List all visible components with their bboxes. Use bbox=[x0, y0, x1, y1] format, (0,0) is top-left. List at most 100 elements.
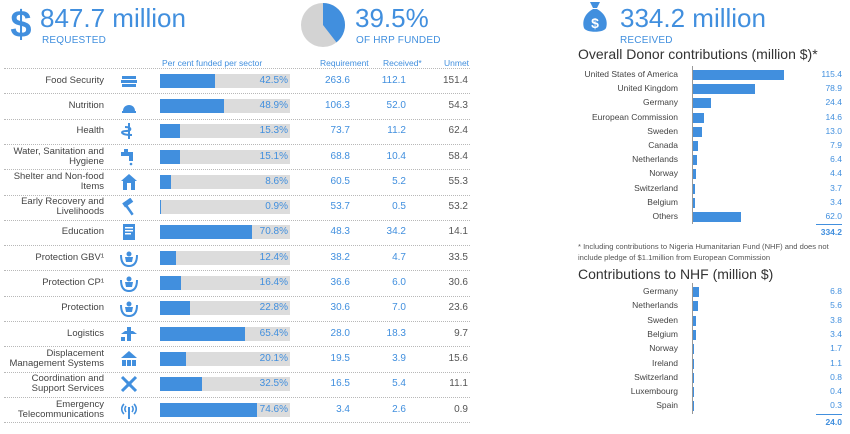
requested-value: 847.7 million bbox=[40, 3, 186, 33]
table-divider bbox=[4, 396, 470, 398]
table-divider bbox=[4, 143, 470, 145]
pct-bar-track bbox=[160, 225, 290, 240]
table-row: Protection GBV¹ 12.4% 38.2 4.7 33.5 bbox=[0, 245, 475, 270]
unmet-value: 33.5 bbox=[448, 251, 468, 263]
donor-value: 14.6 bbox=[825, 111, 842, 122]
received-value: 334.2 million bbox=[620, 3, 766, 33]
sector-label: Early Recovery and Livelihoods bbox=[0, 197, 104, 217]
dollar-icon: $ bbox=[8, 4, 34, 44]
header-requirement: Requirement bbox=[320, 58, 369, 68]
pct-bar-track bbox=[160, 250, 290, 265]
donor-label: Germany bbox=[643, 286, 678, 296]
pct-bar-track bbox=[160, 326, 290, 341]
pct-bar-track bbox=[160, 351, 290, 366]
requirement-value: 263.6 bbox=[324, 74, 350, 86]
unmet-value: 54.3 bbox=[448, 99, 468, 111]
donor-bar bbox=[692, 84, 755, 95]
nhf-chart-title: Contributions to NHF (million $) bbox=[578, 266, 774, 282]
shelter-icon bbox=[120, 173, 138, 191]
pct-bar-track bbox=[160, 98, 290, 113]
donor-value: 62.0 bbox=[825, 211, 842, 221]
donor-label: Canada bbox=[648, 140, 678, 150]
table-divider bbox=[4, 321, 470, 322]
unmet-value: 23.6 bbox=[448, 302, 468, 314]
pct-label: 16.4% bbox=[259, 277, 288, 289]
unmet-value: 30.6 bbox=[448, 277, 468, 289]
donor-label: Spain bbox=[656, 400, 678, 411]
pct-label: 0.9% bbox=[265, 201, 288, 213]
received-label: RECEIVED bbox=[620, 35, 673, 46]
unmet-value: 11.1 bbox=[449, 378, 468, 390]
sector-label: Protection CP¹ bbox=[0, 273, 104, 293]
requirement-value: 48.3 bbox=[330, 226, 350, 238]
donor-label: Norway bbox=[649, 168, 678, 179]
table-row: Education 70.8% 48.3 34.2 14.1 bbox=[0, 220, 475, 245]
requirement-value: 68.8 bbox=[330, 150, 350, 162]
camp-icon bbox=[120, 350, 138, 368]
table-row: Food Security 42.5% 263.6 112.1 151.4 bbox=[0, 68, 475, 93]
donor-label: Sweden bbox=[647, 314, 678, 325]
donor-label: European Commission bbox=[592, 111, 678, 122]
donor-value: 13.0 bbox=[825, 125, 842, 136]
unmet-value: 14.1 bbox=[448, 226, 468, 238]
donor-bar bbox=[692, 126, 703, 137]
table-divider bbox=[4, 194, 470, 196]
sector-label: Logistics bbox=[0, 324, 104, 344]
unmet-value: 58.4 bbox=[448, 150, 468, 162]
pct-label: 48.9% bbox=[259, 99, 288, 111]
pct-bar-fill bbox=[160, 124, 180, 139]
table-divider bbox=[4, 346, 470, 348]
pct-bar-fill bbox=[160, 250, 177, 265]
pct-bar-fill bbox=[160, 225, 253, 240]
donor-bar bbox=[692, 212, 742, 222]
table-row: Protection CP¹ 16.4% 36.6 6.0 30.6 bbox=[0, 270, 475, 295]
pct-label: 15.3% bbox=[259, 125, 288, 137]
received-value: 7.0 bbox=[392, 302, 406, 314]
donor-value: 0.4 bbox=[830, 386, 842, 397]
sector-label: Water, Sanitation and Hygiene bbox=[0, 146, 104, 167]
total-value: 334.2 bbox=[820, 227, 842, 238]
sector-label-text: Nutrition bbox=[68, 99, 104, 111]
donor-chart-title: Overall Donor contributions (million $)* bbox=[578, 46, 818, 62]
pct-label: 70.8% bbox=[259, 226, 288, 238]
sector-label: Coordination and Support Services bbox=[0, 374, 104, 394]
funded-value: 39.5% bbox=[355, 3, 429, 33]
sector-label-text: Protection GBV¹ bbox=[35, 251, 104, 263]
donor-label: Belgium bbox=[647, 196, 678, 207]
pct-bar-track bbox=[160, 301, 290, 316]
donor-footnote: * Including contributions to Nigeria Hum… bbox=[578, 242, 829, 262]
pct-bar-track bbox=[160, 149, 290, 164]
total-rule bbox=[816, 224, 842, 226]
donor-bar bbox=[692, 301, 698, 312]
table-divider bbox=[4, 295, 470, 297]
donor-value: 3.8 bbox=[830, 314, 842, 325]
header-pct-funded: Per cent funded per sector bbox=[162, 58, 263, 68]
pct-label: 8.6% bbox=[265, 175, 288, 187]
food-security-icon bbox=[120, 72, 138, 90]
pct-bar-track bbox=[160, 124, 290, 139]
donor-bar bbox=[692, 98, 712, 109]
table-row: Displacement Management Systems 20.1% 19.5… bbox=[0, 346, 475, 371]
table-divider bbox=[4, 245, 470, 247]
unmet-value: 15.6 bbox=[448, 352, 468, 364]
received-value: 112.1 bbox=[381, 74, 406, 86]
sector-label-text: Shelter and Non-food Items bbox=[13, 170, 104, 192]
table-row: Nutrition 48.9% 106.3 52.0 54.3 bbox=[0, 93, 475, 118]
table-divider bbox=[4, 422, 470, 424]
donor-value: 0.8 bbox=[830, 371, 842, 382]
pct-label: 32.5% bbox=[259, 378, 288, 390]
requirement-value: 38.2 bbox=[330, 251, 350, 263]
requested-label: REQUESTED bbox=[42, 35, 107, 46]
pct-label: 22.8% bbox=[259, 302, 288, 314]
donor-label: Netherlands bbox=[632, 154, 678, 165]
total-rule bbox=[816, 413, 842, 415]
sector-label-text: Logistics bbox=[67, 327, 104, 339]
donor-label: United Kingdom bbox=[617, 83, 678, 94]
nutrition-icon bbox=[120, 97, 138, 115]
table-row: Emergency Telecommunications 74.6% 3.4 2.6 0… bbox=[0, 397, 475, 422]
donor-value: 3.4 bbox=[830, 196, 842, 207]
sector-label: Displacement Management Systems bbox=[0, 348, 104, 369]
pct-bar-fill bbox=[160, 73, 216, 88]
funded-label: OF HRP FUNDED bbox=[356, 35, 441, 46]
pct-bar-track bbox=[160, 200, 290, 215]
